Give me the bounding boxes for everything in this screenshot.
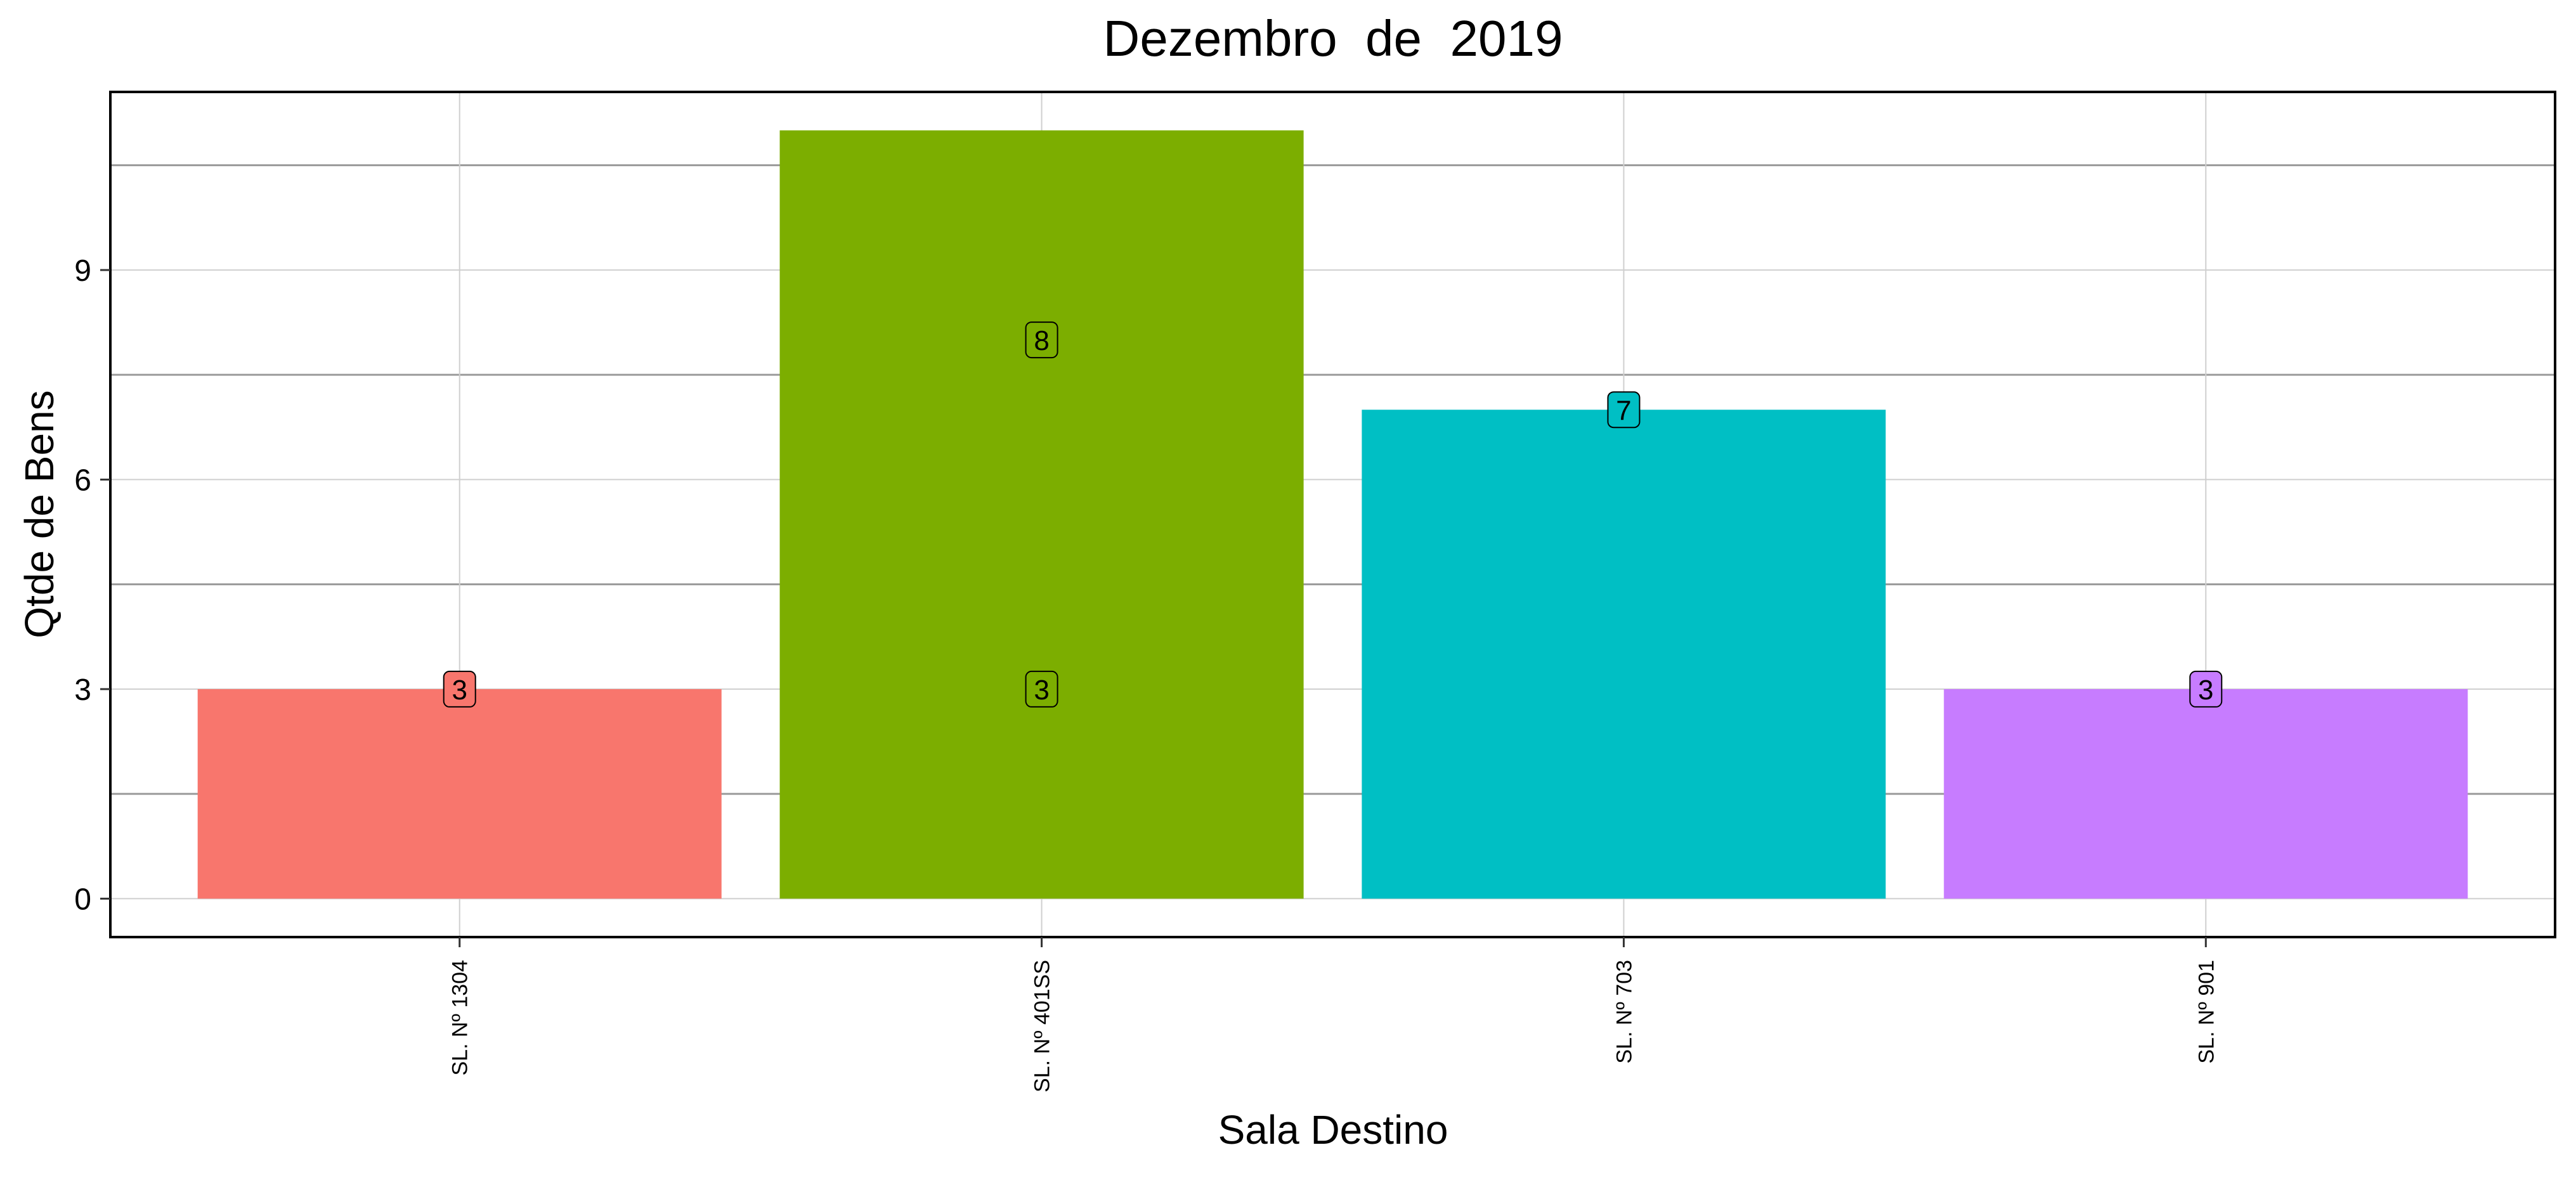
bar [779, 130, 1304, 899]
y-tick-label: 9 [74, 254, 91, 288]
bar [1362, 410, 1886, 899]
y-tick-label: 0 [74, 883, 91, 916]
data-label-box [1025, 321, 1058, 359]
x-tick-label: SL. Nº 901 [2194, 960, 2218, 1064]
x-tick-label: SL. Nº 703 [1612, 960, 1636, 1064]
data-label-box [1025, 670, 1058, 708]
bar [1944, 689, 2468, 899]
x-axis-title: Sala Destino [1218, 1107, 1448, 1153]
chart-title: Dezembro de 2019 [1103, 10, 1563, 67]
data-label: 3 [1034, 675, 1049, 706]
data-label-box [443, 670, 476, 708]
plot-border [109, 91, 2556, 938]
data-label: 3 [2198, 675, 2213, 706]
bar [197, 689, 722, 899]
axes: 0 3 6 9 SL. Nº 1304 SL. Nº 401SS SL. Nº 703 SL.… [74, 254, 2218, 1092]
y-tick-label: 6 [74, 463, 91, 497]
x-tick-label: SL. Nº 1304 [448, 960, 472, 1076]
y-tick-label: 3 [74, 673, 91, 707]
bars [197, 130, 2468, 899]
data-label-box [1607, 391, 1641, 429]
data-label: 7 [1616, 395, 1631, 426]
data-label: 3 [452, 675, 467, 706]
data-label-box [2189, 670, 2223, 708]
data-labels: 3 8 3 7 3 [443, 321, 2223, 708]
y-axis-title: Qtde de Bens [16, 390, 62, 638]
data-label: 8 [1034, 325, 1049, 356]
x-tick-label: SL. Nº 401SS [1031, 960, 1055, 1092]
